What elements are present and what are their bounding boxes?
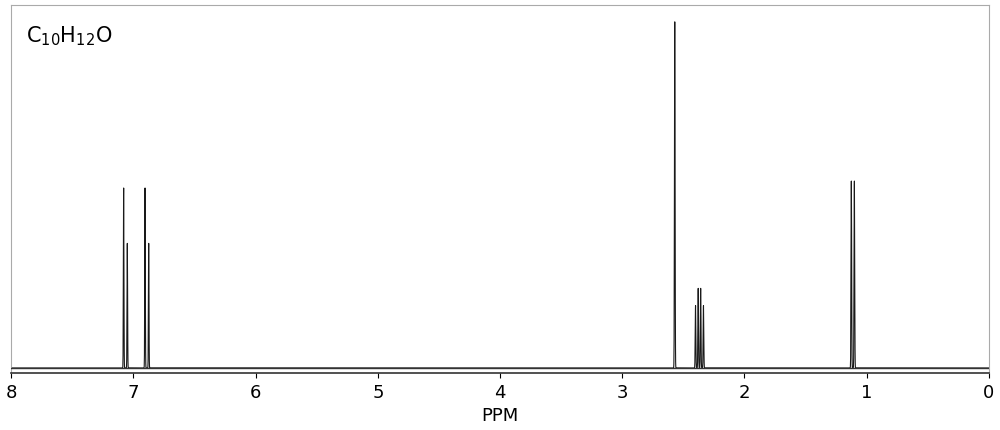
X-axis label: PPM: PPM — [481, 406, 519, 424]
Text: C$_{10}$H$_{12}$O: C$_{10}$H$_{12}$O — [26, 24, 112, 47]
